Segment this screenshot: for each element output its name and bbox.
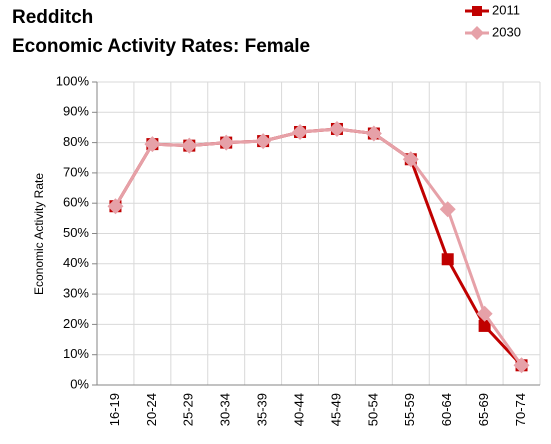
x-tick-label: 40-44: [291, 393, 306, 426]
marker: [402, 151, 419, 168]
marker: [218, 134, 235, 151]
x-tick-label: 60-64: [439, 393, 454, 426]
legend-label: 2011: [492, 2, 520, 17]
marker: [439, 201, 456, 218]
marker: [476, 305, 493, 322]
chart-title: Redditch: [12, 7, 93, 28]
y-tick-label: 40%: [63, 255, 89, 270]
y-tick-label: 30%: [63, 286, 89, 301]
y-tick-label: 20%: [63, 316, 89, 331]
x-tick-label: 25-29: [181, 393, 196, 426]
x-tick-label: 65-69: [476, 393, 491, 426]
y-tick-label: 70%: [63, 164, 89, 179]
chart-subtitle: Economic Activity Rates: Female: [12, 36, 310, 57]
x-tick-label: 30-34: [218, 393, 233, 426]
y-tick-label: 50%: [63, 225, 89, 240]
y-tick-label: 60%: [63, 195, 89, 210]
marker: [255, 133, 272, 150]
x-tick-label: 45-49: [328, 393, 343, 426]
marker: [181, 137, 198, 154]
x-tick-label: 16-19: [107, 393, 122, 426]
marker: [478, 319, 491, 332]
legend-label: 2030: [492, 24, 521, 39]
marker: [365, 125, 382, 142]
legend-marker: [472, 6, 482, 16]
y-tick-label: 100%: [56, 73, 90, 88]
marker: [441, 253, 454, 266]
y-tick-label: 0%: [70, 376, 89, 391]
x-tick-label: 70-74: [513, 393, 528, 426]
x-tick-label: 35-39: [255, 393, 270, 426]
marker: [513, 357, 530, 374]
x-tick-label: 55-59: [402, 393, 417, 426]
y-tick-label: 10%: [63, 346, 89, 361]
y-axis-label: Economic Activity Rate: [32, 173, 46, 295]
x-tick-label: 20-24: [144, 393, 159, 426]
marker: [328, 120, 345, 137]
x-tick-label: 50-54: [365, 393, 380, 426]
y-tick-label: 90%: [63, 104, 89, 119]
legend-marker: [470, 26, 484, 40]
marker: [292, 123, 309, 140]
marker: [144, 136, 161, 153]
y-tick-label: 80%: [63, 134, 89, 149]
marker: [107, 198, 124, 215]
